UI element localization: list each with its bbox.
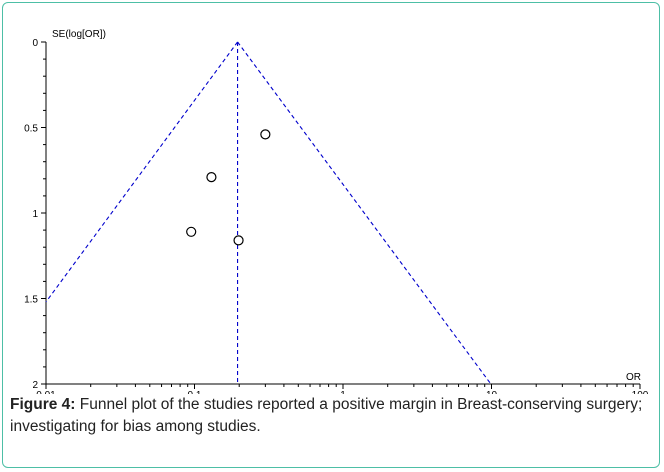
funnel-lines: [45, 41, 492, 385]
axis-ticks: 0.01 0.1 1 10 100 0 0.5 1 1.5 2: [24, 38, 649, 394]
study-point: [260, 129, 271, 140]
plot-axes: [45, 42, 640, 385]
x-tick-label: 100: [632, 390, 649, 394]
study-point: [233, 235, 244, 246]
x-tick-label: 0.1: [188, 390, 202, 394]
study-point: [206, 171, 217, 183]
y-tick-label: 1.5: [24, 295, 38, 306]
study-points: [186, 129, 271, 246]
y-tick-label: 1: [32, 209, 38, 220]
figure-caption: Figure 4: Funnel plot of the studies rep…: [10, 394, 650, 438]
y-tick-label: 0.5: [24, 124, 38, 135]
x-tick-label: 1: [340, 390, 346, 394]
figure-frame: [2, 2, 660, 468]
y-axis-label: SE(log[OR]): [52, 29, 106, 40]
funnel-left-line: [45, 41, 239, 303]
study-point: [186, 226, 197, 237]
y-tick-label: 0: [32, 38, 38, 49]
x-axis-label: OR: [626, 372, 641, 383]
caption-text: Funnel plot of the studies reported a po…: [10, 396, 643, 435]
x-tick-label: 0.01: [36, 390, 56, 394]
funnel-plot: 0.01 0.1 1 10 100 0 0.5 1 1.5 2 SE(log[OR]) OR: [24, 29, 649, 394]
caption-label: Figure 4:: [10, 396, 76, 413]
x-tick-label: 10: [486, 390, 498, 394]
y-tick-label: 2: [32, 380, 38, 391]
funnel-right-line: [237, 41, 492, 385]
